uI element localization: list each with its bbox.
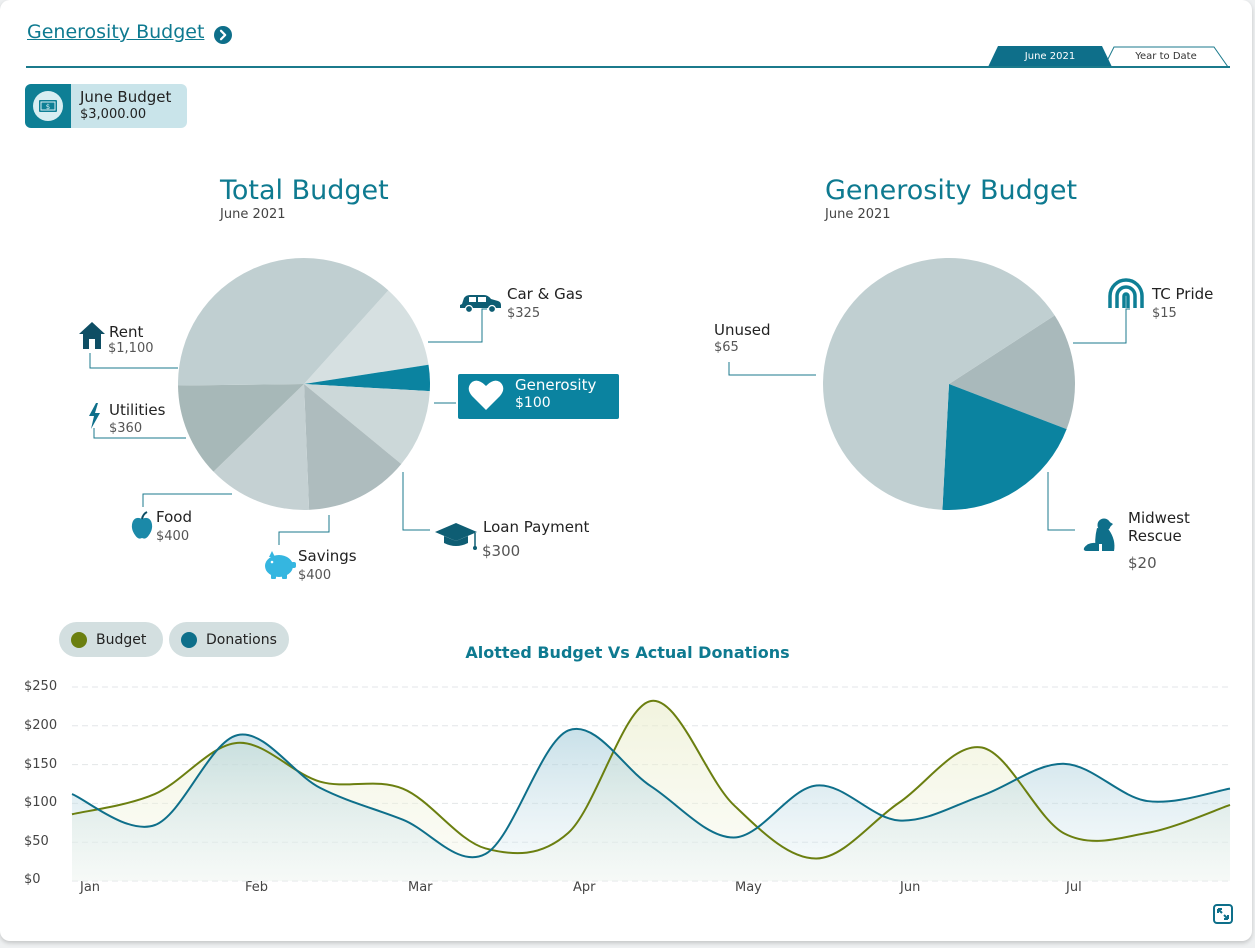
- generosity-budget-title: Generosity Budget: [825, 175, 1078, 206]
- label-food: Food: [156, 508, 192, 526]
- x-tick-label: Jul: [1066, 880, 1082, 895]
- label-generosity: Generosity: [515, 376, 597, 394]
- generosity-callout[interactable]: Generosity $100: [458, 374, 619, 419]
- x-tick-label: Mar: [408, 880, 433, 895]
- pie-slice-generosity[interactable]: [304, 364, 430, 392]
- pie-slice-loan-payment[interactable]: [304, 384, 430, 465]
- x-tick-label: Apr: [573, 880, 596, 895]
- value-car-gas: $325: [507, 306, 541, 321]
- generosity-budget-subtitle: June 2021: [825, 207, 891, 222]
- car-icon: [460, 295, 501, 314]
- legend-donations-label: Donations: [206, 631, 277, 648]
- pie-slice-utilities[interactable]: [178, 384, 304, 472]
- dog-icon: [1083, 518, 1115, 551]
- legend-donations[interactable]: Donations: [169, 622, 289, 657]
- value-utilities: $360: [109, 421, 143, 436]
- pie-slice-car-gas[interactable]: [304, 290, 429, 384]
- value-loan-payment: $300: [482, 542, 521, 560]
- pie-slice-savings[interactable]: [304, 384, 402, 510]
- y-tick-label: $250: [24, 679, 58, 694]
- leader-line-food: [142, 493, 232, 507]
- chevron-right-icon[interactable]: [214, 26, 232, 44]
- series-area-donations: [72, 728, 1230, 881]
- label-savings: Savings: [298, 547, 357, 565]
- x-tick-label: Jun: [900, 880, 921, 895]
- pie-slice-midwest-rescue[interactable]: [942, 384, 1067, 510]
- expand-icon[interactable]: [1213, 904, 1233, 924]
- house-icon: [79, 322, 105, 349]
- pie-slice-food[interactable]: [213, 384, 310, 511]
- piggy-bank-icon: [265, 551, 296, 579]
- series-line-donations[interactable]: [71, 727, 1231, 859]
- header-divider: [26, 66, 1230, 68]
- budget-chip-value: $3,000.00: [80, 107, 147, 122]
- pie-slice-tc-pride[interactable]: [949, 315, 1075, 430]
- tab-june-2021-label: June 2021: [1024, 51, 1076, 62]
- lightning-icon: [89, 403, 100, 429]
- value-savings: $400: [298, 568, 332, 583]
- budget-chip-label: June Budget: [80, 88, 172, 106]
- leader-line-midwest: [1047, 472, 1075, 531]
- svg-text:$: $: [46, 103, 50, 111]
- label-midwest-rescue: Midwest Rescue: [1128, 509, 1190, 545]
- label-car-gas: Car & Gas: [507, 285, 583, 303]
- x-tick-label: May: [735, 880, 762, 895]
- label-utilities: Utilities: [109, 401, 166, 419]
- leader-line-unused: [728, 362, 816, 376]
- total-budget-pie: [177, 258, 430, 511]
- y-tick-label: $200: [24, 718, 58, 733]
- leader-line-rent: [89, 353, 178, 369]
- total-budget-subtitle: June 2021: [220, 207, 286, 222]
- value-rent: $1,100: [108, 341, 154, 356]
- label-rent: Rent: [109, 323, 144, 341]
- tab-year-to-date[interactable]: Year to Date: [1104, 46, 1228, 67]
- page-title-link[interactable]: Generosity Budget: [27, 21, 205, 43]
- tab-year-to-date-label: Year to Date: [1135, 51, 1197, 62]
- leader-line-savings: [278, 515, 330, 545]
- june-budget-chip: $ June Budget $3,000.00: [25, 84, 187, 128]
- legend-budget[interactable]: Budget: [59, 622, 163, 657]
- apple-icon: [131, 511, 153, 539]
- leader-line-car: [428, 308, 487, 343]
- value-unused: $65: [714, 340, 739, 355]
- y-tick-label: $100: [24, 795, 58, 810]
- x-tick-label: Jan: [80, 880, 101, 895]
- value-generosity: $100: [515, 395, 551, 411]
- generosity-budget-pie: [822, 258, 1075, 510]
- leader-line-loan: [402, 472, 430, 531]
- series-line-budget[interactable]: [71, 699, 1231, 860]
- value-food: $400: [156, 529, 190, 544]
- rainbow-icon: [1108, 278, 1144, 308]
- label-tc-pride: TC Pride: [1152, 285, 1214, 303]
- label-unused: Unused: [714, 321, 771, 339]
- value-midwest-rescue: $20: [1128, 554, 1157, 572]
- heart-icon: [468, 380, 504, 410]
- tab-june-2021[interactable]: June 2021: [988, 46, 1112, 67]
- line-chart-series: [71, 699, 1231, 881]
- y-tick-label: $50: [24, 834, 49, 849]
- legend-budget-dot: [71, 631, 87, 648]
- total-budget-title: Total Budget: [220, 175, 389, 206]
- pie-slice-rent[interactable]: [177, 258, 389, 386]
- label-loan-payment: Loan Payment: [483, 518, 590, 536]
- line-chart-title: Alotted Budget Vs Actual Donations: [465, 643, 790, 662]
- leader-line-tc-pride: [1073, 308, 1130, 344]
- legend-budget-label: Budget: [96, 631, 147, 648]
- budget-icon-box: $: [25, 84, 71, 128]
- pie-slice-unused[interactable]: [822, 258, 1055, 510]
- y-tick-label: $0: [24, 872, 41, 887]
- money-icon: $: [33, 91, 63, 121]
- legend-donations-dot: [181, 631, 197, 648]
- y-tick-label: $150: [24, 757, 58, 772]
- x-tick-label: Feb: [245, 880, 269, 895]
- graduation-cap-icon: [435, 523, 477, 550]
- value-tc-pride: $15: [1152, 306, 1177, 321]
- leader-line-utilities: [93, 428, 186, 439]
